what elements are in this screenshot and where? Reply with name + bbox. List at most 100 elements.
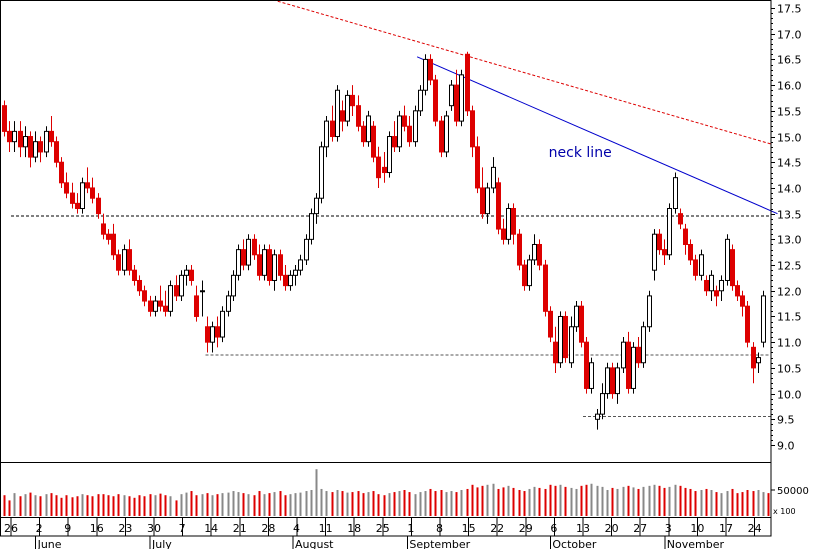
candle [340, 100, 345, 132]
candle [511, 203, 516, 245]
y-tick-label: 13.0 [777, 234, 802, 247]
candle-body [683, 228, 688, 245]
candle-body [2, 105, 7, 132]
candle [262, 244, 267, 281]
candle [428, 54, 433, 86]
day-label: 28 [261, 522, 275, 535]
candle-body [314, 197, 319, 215]
candle [382, 151, 387, 183]
candle-body [600, 393, 605, 415]
candle [553, 326, 558, 374]
candle-body [517, 233, 522, 266]
candle [194, 285, 199, 322]
candle [496, 177, 501, 235]
candle [735, 280, 740, 302]
candle [163, 290, 168, 317]
trendline-neck-line [416, 56, 778, 215]
candle [272, 249, 277, 291]
candle-body [413, 110, 418, 143]
candle [595, 409, 600, 430]
candle-body [621, 341, 626, 369]
candle-body [59, 161, 64, 184]
candle-body [662, 249, 667, 256]
candle [485, 182, 490, 224]
candle-body [376, 156, 381, 179]
candle [756, 352, 761, 374]
candle-body [574, 305, 579, 328]
candle-body [18, 130, 23, 148]
candle [636, 337, 641, 368]
candle-body [101, 223, 106, 235]
candle [589, 357, 594, 394]
candle-body [740, 295, 745, 307]
candle-body [382, 166, 387, 174]
candle-body [641, 326, 646, 364]
candle-body [433, 79, 438, 122]
candle-body [158, 300, 163, 307]
candle-body [392, 136, 397, 148]
candle [288, 270, 293, 291]
trendlines-layer [271, 0, 778, 215]
candle [101, 213, 106, 240]
candle [579, 301, 584, 348]
candle-body [215, 326, 220, 338]
candle-body [553, 341, 558, 364]
candle [532, 234, 537, 266]
day-label: 22 [490, 522, 504, 535]
candle-body [122, 249, 127, 271]
candle [740, 290, 745, 317]
candle [64, 172, 69, 199]
y-tick-label: 10.5 [777, 363, 802, 376]
candle-body [200, 290, 205, 293]
candle [376, 146, 381, 188]
day-label: 6 [550, 522, 557, 535]
day-label: 7 [179, 522, 186, 535]
candle [350, 85, 355, 116]
candle [361, 121, 366, 147]
candle-body [7, 130, 12, 143]
candle-body [756, 357, 761, 364]
candle-body [335, 89, 340, 138]
candle [356, 95, 361, 132]
candle-body [38, 141, 43, 153]
candle [527, 254, 532, 291]
candle-body [220, 310, 225, 338]
y-tick-label: 17.0 [777, 29, 802, 42]
candle-body [262, 249, 267, 276]
candle-body [475, 146, 480, 189]
volume-unit-label: x 100 [773, 507, 796, 516]
candle-body [496, 182, 501, 230]
candle-body [615, 367, 620, 395]
candle [402, 105, 407, 132]
candle [683, 223, 688, 255]
candle [652, 229, 657, 281]
candle [75, 193, 80, 214]
candle-body [163, 305, 168, 312]
candle-body [278, 254, 283, 276]
day-label: 18 [347, 522, 361, 535]
day-label: 14 [204, 522, 218, 535]
candle-body [387, 136, 392, 174]
y-tick-label: 9.0 [777, 440, 795, 453]
candle [418, 85, 423, 116]
candle-body [90, 187, 95, 199]
candle-body [511, 208, 516, 235]
candle-body [12, 130, 17, 143]
day-label: 29 [519, 522, 533, 535]
candle-body [745, 305, 750, 343]
candle-body [543, 264, 548, 312]
month-label: November [667, 538, 725, 549]
candle [2, 100, 7, 137]
candle [210, 321, 215, 353]
candle-body [589, 362, 594, 389]
candle [23, 126, 28, 158]
candle [392, 121, 397, 152]
candle [366, 110, 371, 147]
candle [54, 136, 59, 168]
candle [38, 136, 43, 163]
candle-body [491, 166, 496, 189]
candle [96, 193, 101, 219]
candle [257, 244, 262, 281]
candle [246, 234, 251, 271]
candle [371, 121, 376, 163]
